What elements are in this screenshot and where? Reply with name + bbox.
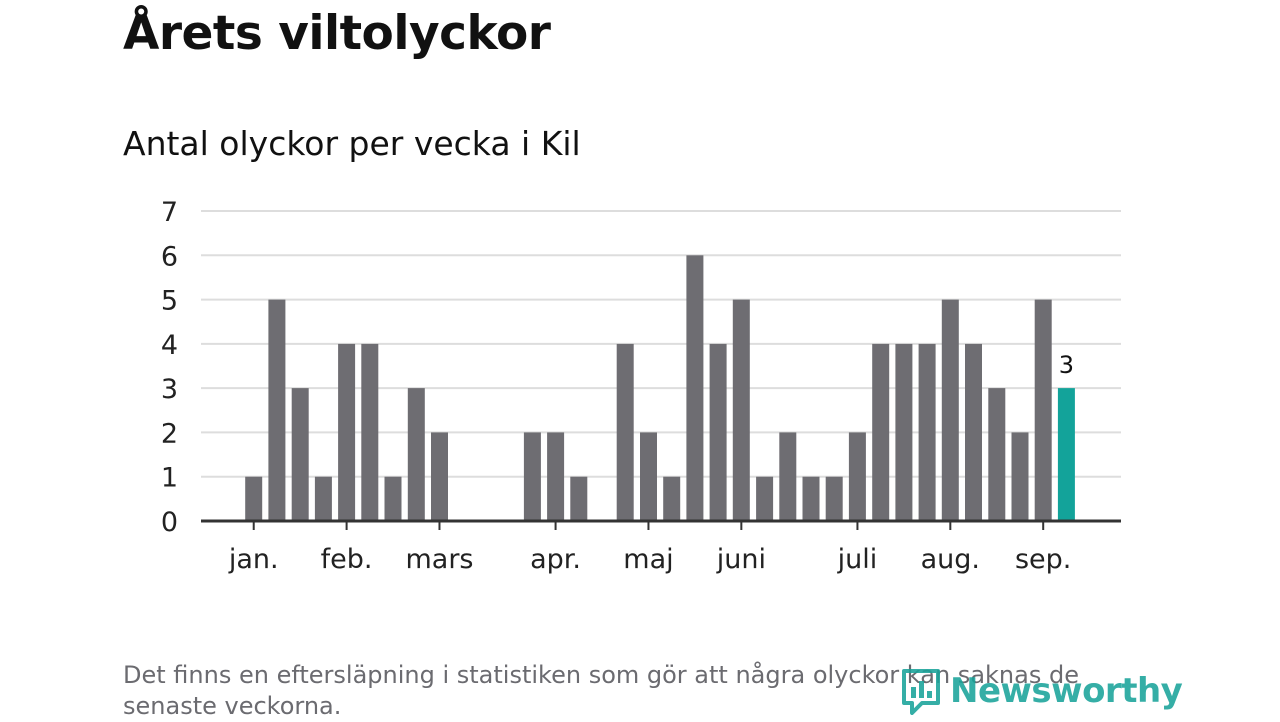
bar — [756, 476, 774, 521]
data-label: 3 — [1059, 351, 1074, 379]
bar — [686, 255, 704, 522]
brand-name: Newsworthy — [950, 671, 1183, 711]
bar — [616, 343, 634, 521]
x-tick-label: aug. — [921, 544, 980, 575]
y-tick-label: 5 — [161, 286, 178, 317]
bar — [732, 299, 750, 521]
x-axis-ticks — [252, 521, 1045, 530]
y-tick-label: 2 — [161, 418, 178, 449]
bar-chart-logo-icon — [902, 669, 940, 715]
bar — [941, 299, 959, 521]
x-tick-label: jan. — [228, 544, 279, 575]
x-axis-labels: jan. feb. mars apr. maj juni juli aug. sep. — [228, 544, 1072, 575]
bar — [802, 476, 820, 521]
y-tick-label: 0 — [161, 507, 178, 538]
x-tick-label: juli — [837, 544, 878, 575]
bar — [872, 343, 890, 521]
bar — [895, 343, 913, 521]
bar — [965, 343, 982, 521]
data-labels: 3 — [1059, 351, 1074, 379]
bar — [291, 388, 309, 521]
x-tick-label: juni — [716, 544, 766, 575]
bar — [640, 432, 657, 521]
bar — [779, 432, 797, 521]
chart-subtitle: Antal olyckor per vecka i Kil — [123, 124, 581, 163]
bar — [570, 476, 588, 521]
bar — [663, 476, 681, 521]
bar — [848, 432, 866, 521]
x-tick-label: feb. — [321, 544, 373, 575]
bar — [1034, 299, 1052, 521]
x-tick-label: sep. — [1015, 544, 1071, 575]
bar — [825, 476, 843, 521]
bar — [988, 388, 1006, 521]
y-tick-label: 7 — [161, 197, 178, 228]
bar-chart: 0 1 2 3 4 5 6 7 jan. feb. mars apr. maj juni juli aug.… — [161, 197, 1121, 575]
bar — [361, 343, 379, 521]
bar — [709, 343, 727, 521]
bar-highlight — [1057, 388, 1075, 521]
bars — [245, 255, 1075, 522]
y-tick-label: 4 — [161, 330, 178, 361]
bar — [1011, 432, 1029, 521]
bar — [918, 343, 936, 521]
bar — [268, 299, 286, 521]
bar — [245, 476, 263, 521]
x-tick-label: mars — [405, 544, 473, 575]
y-axis-labels: 0 1 2 3 4 5 6 7 — [161, 197, 178, 538]
y-tick-label: 1 — [161, 463, 178, 494]
bar — [431, 432, 448, 521]
bar — [523, 432, 541, 521]
y-tick-label: 6 — [161, 241, 178, 272]
bar — [314, 476, 332, 521]
x-tick-label: maj — [623, 544, 673, 575]
bar — [407, 388, 425, 521]
y-tick-label: 3 — [161, 374, 178, 405]
newsworthy-logo: Newsworthy — [900, 664, 1183, 718]
bar — [547, 432, 565, 521]
bar — [338, 343, 356, 521]
chart-title: Årets viltolyckor — [123, 6, 551, 61]
bar — [384, 476, 402, 521]
x-tick-label: apr. — [530, 544, 581, 575]
